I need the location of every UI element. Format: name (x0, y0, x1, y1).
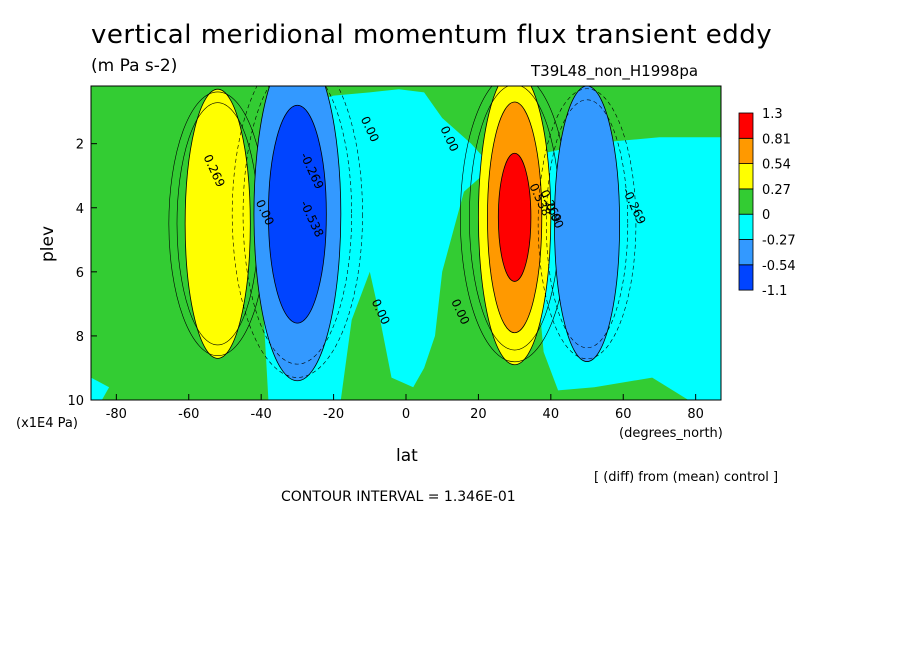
colorbar-swatch (738, 239, 754, 266)
lobe-3-level-0 (554, 86, 621, 362)
y-axis-label: plev (38, 225, 58, 262)
x-tick-label: 80 (687, 407, 704, 422)
x-tick-label: 0 (402, 407, 410, 422)
y-tick-label: 4 (76, 202, 84, 217)
colorbar-label: -0.27 (762, 234, 796, 249)
colorbar-swatch (738, 137, 754, 165)
lobe-2-level-2 (497, 152, 532, 282)
x-tick-label: 60 (615, 407, 632, 422)
chart-units: (m Pa s-2) (91, 56, 178, 76)
colorbar-swatch (738, 163, 754, 190)
lobe-3-contour-1 (537, 88, 637, 360)
y-axis-units: (x1E4 Pa) (16, 416, 78, 431)
chart-title: vertical meridional momentum flux transi… (91, 20, 773, 50)
colorbar-swatch (738, 188, 754, 215)
colorbar-label: 0.54 (762, 158, 791, 173)
lobe-1-contour-0 (242, 86, 352, 365)
diff-note: [ (diff) from (mean) control ] (594, 470, 779, 485)
colorbar-swatch (738, 112, 754, 139)
lobe-0-level-0 (184, 88, 251, 359)
x-tick-label: 40 (543, 407, 560, 422)
lobe-3-contour-0 (546, 99, 629, 349)
colorbar-label: -1.1 (762, 284, 787, 299)
y-tick-label: 6 (76, 266, 84, 281)
colorbar-label: 0 (762, 208, 770, 223)
x-axis-units: (degrees_north) (619, 426, 723, 441)
colorbar-label: 1.3 (762, 107, 783, 122)
x-tick-label: -80 (106, 407, 127, 422)
x-tick-label: -40 (251, 407, 272, 422)
lobe-1-contour-1 (231, 86, 363, 378)
x-axis-label: lat (396, 446, 418, 466)
y-tick-label: 10 (67, 394, 84, 409)
zero-band-1 (91, 377, 110, 400)
colorbar-swatch (738, 213, 754, 240)
y-tick-label: 2 (76, 138, 84, 153)
colorbar-label: 0.27 (762, 183, 791, 198)
colorbar-label: -0.54 (762, 259, 796, 274)
colorbar-swatch (738, 264, 754, 291)
x-tick-label: 20 (470, 407, 487, 422)
y-tick-label: 8 (76, 330, 84, 345)
run-id: T39L48_non_H1998pa (531, 62, 699, 80)
colorbar-label: 0.81 (762, 132, 791, 147)
contour-interval: CONTOUR INTERVAL = 1.346E-01 (281, 489, 516, 505)
lobe-1-level-1 (268, 104, 327, 324)
x-tick-label: -60 (178, 407, 199, 422)
x-tick-label: -20 (323, 407, 344, 422)
